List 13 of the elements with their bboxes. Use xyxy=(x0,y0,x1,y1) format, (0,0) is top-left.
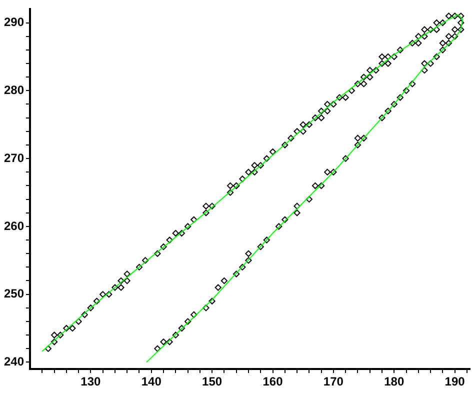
x-tick-label: 190 xyxy=(444,374,466,389)
y-tick-label: 280 xyxy=(4,82,24,97)
y-tick-label: 290 xyxy=(4,15,24,30)
x-tick-label: 150 xyxy=(202,374,222,389)
x-tick-label: 170 xyxy=(323,374,344,389)
y-tick-label: 250 xyxy=(4,286,24,301)
x-tick-label: 160 xyxy=(262,374,284,389)
x-tick-label: 130 xyxy=(80,374,102,389)
x-tick-label: 180 xyxy=(384,374,404,389)
x-tick-label: 140 xyxy=(141,374,162,389)
y-tick-label: 260 xyxy=(4,218,24,233)
y-tick-label: 240 xyxy=(4,354,24,369)
y-tick-label: 270 xyxy=(4,150,24,165)
